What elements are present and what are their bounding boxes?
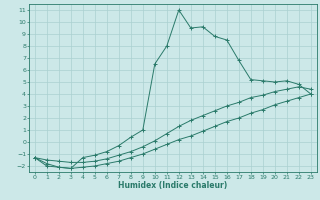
X-axis label: Humidex (Indice chaleur): Humidex (Indice chaleur): [118, 181, 228, 190]
